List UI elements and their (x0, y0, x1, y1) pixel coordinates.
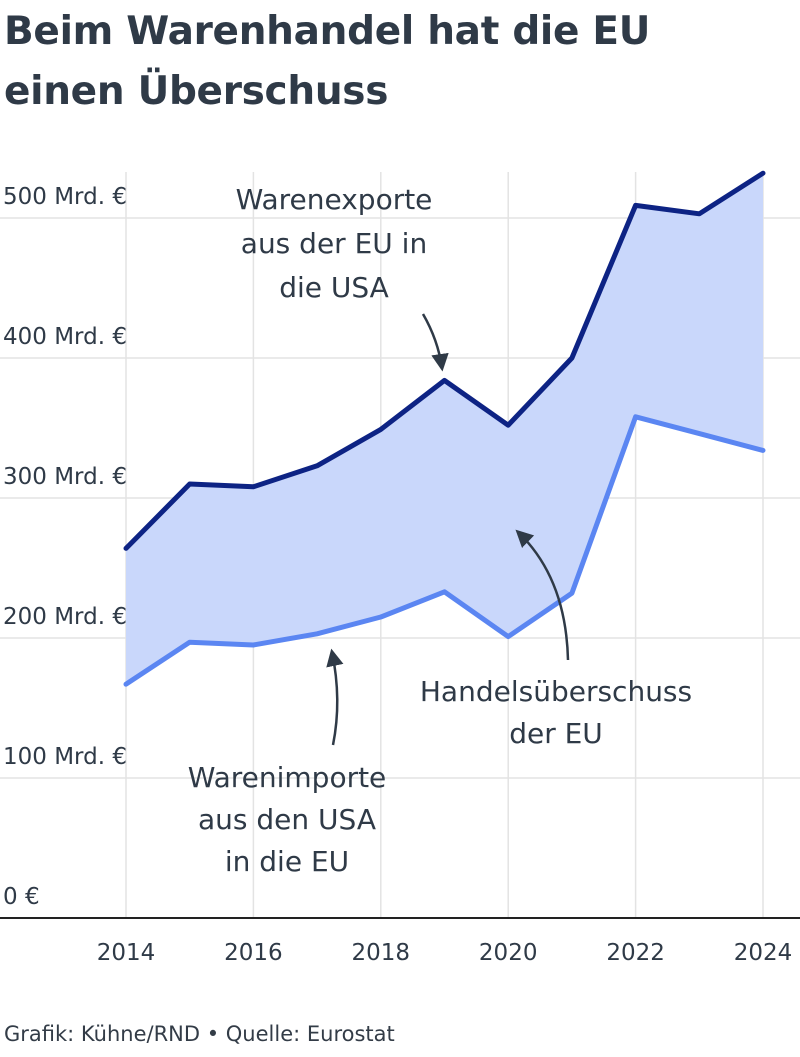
x-tick-label: 2020 (479, 940, 538, 966)
exports-annotation-line: die USA (279, 271, 389, 304)
y-tick-label: 400 Mrd. € (3, 324, 127, 350)
x-tick-label: 2024 (734, 940, 793, 966)
exports-arrow (421, 313, 449, 372)
series-lines (123, 170, 766, 687)
imports-annotation-line: aus den USA (198, 803, 376, 836)
exports-annotation-line: Warenexporte (236, 183, 433, 216)
y-tick-label: 0 € (3, 884, 40, 910)
annotations: Warenexporte aus der EU in die USA Warenimp… (188, 183, 692, 878)
surplus-annotation-line: der EU (509, 717, 603, 750)
y-tick-label: 200 Mrd. € (3, 604, 127, 630)
chart-title: Beim Warenhandel hat die EU einen Übersc… (4, 2, 794, 122)
y-tick-label: 500 Mrd. € (3, 184, 127, 210)
exports-annotation-line: aus der EU in (241, 227, 427, 260)
source-footer: Grafik: Kühne/RND • Quelle: Eurostat (4, 1022, 395, 1046)
surplus-annotation: Handelsüberschuss der EU (420, 675, 692, 750)
x-tick-label: 2016 (224, 940, 283, 966)
imports-annotation-line: Warenimporte (188, 761, 387, 794)
exports-line (123, 170, 766, 551)
imports-annotation: Warenimporte aus den USA in die EU (188, 761, 387, 878)
y-tick-label: 100 Mrd. € (3, 744, 127, 770)
chart-svg: 0 € 100 Mrd. € 200 Mrd. € 300 Mrd. € 400 Mrd… (0, 170, 800, 966)
imports-line (123, 414, 766, 687)
surplus-arrow (515, 529, 570, 661)
imports-annotation-line: in die EU (225, 845, 349, 878)
exports-annotation: Warenexporte aus der EU in die USA (236, 183, 433, 304)
x-tick-label: 2022 (606, 940, 665, 966)
x-tick-label: 2018 (352, 940, 411, 966)
y-tick-label: 300 Mrd. € (3, 464, 127, 490)
axes: 0 € 100 Mrd. € 200 Mrd. € 300 Mrd. € 400 Mrd… (0, 184, 800, 966)
surplus-annotation-line: Handelsüberschuss (420, 675, 692, 708)
x-tick-label: 2014 (97, 940, 156, 966)
surplus-area (126, 173, 763, 685)
surplus-area-layer (126, 173, 763, 685)
title-line-2: einen Überschuss (4, 69, 389, 114)
imports-arrow (326, 648, 344, 746)
title-line-1: Beim Warenhandel hat die EU (4, 9, 651, 54)
